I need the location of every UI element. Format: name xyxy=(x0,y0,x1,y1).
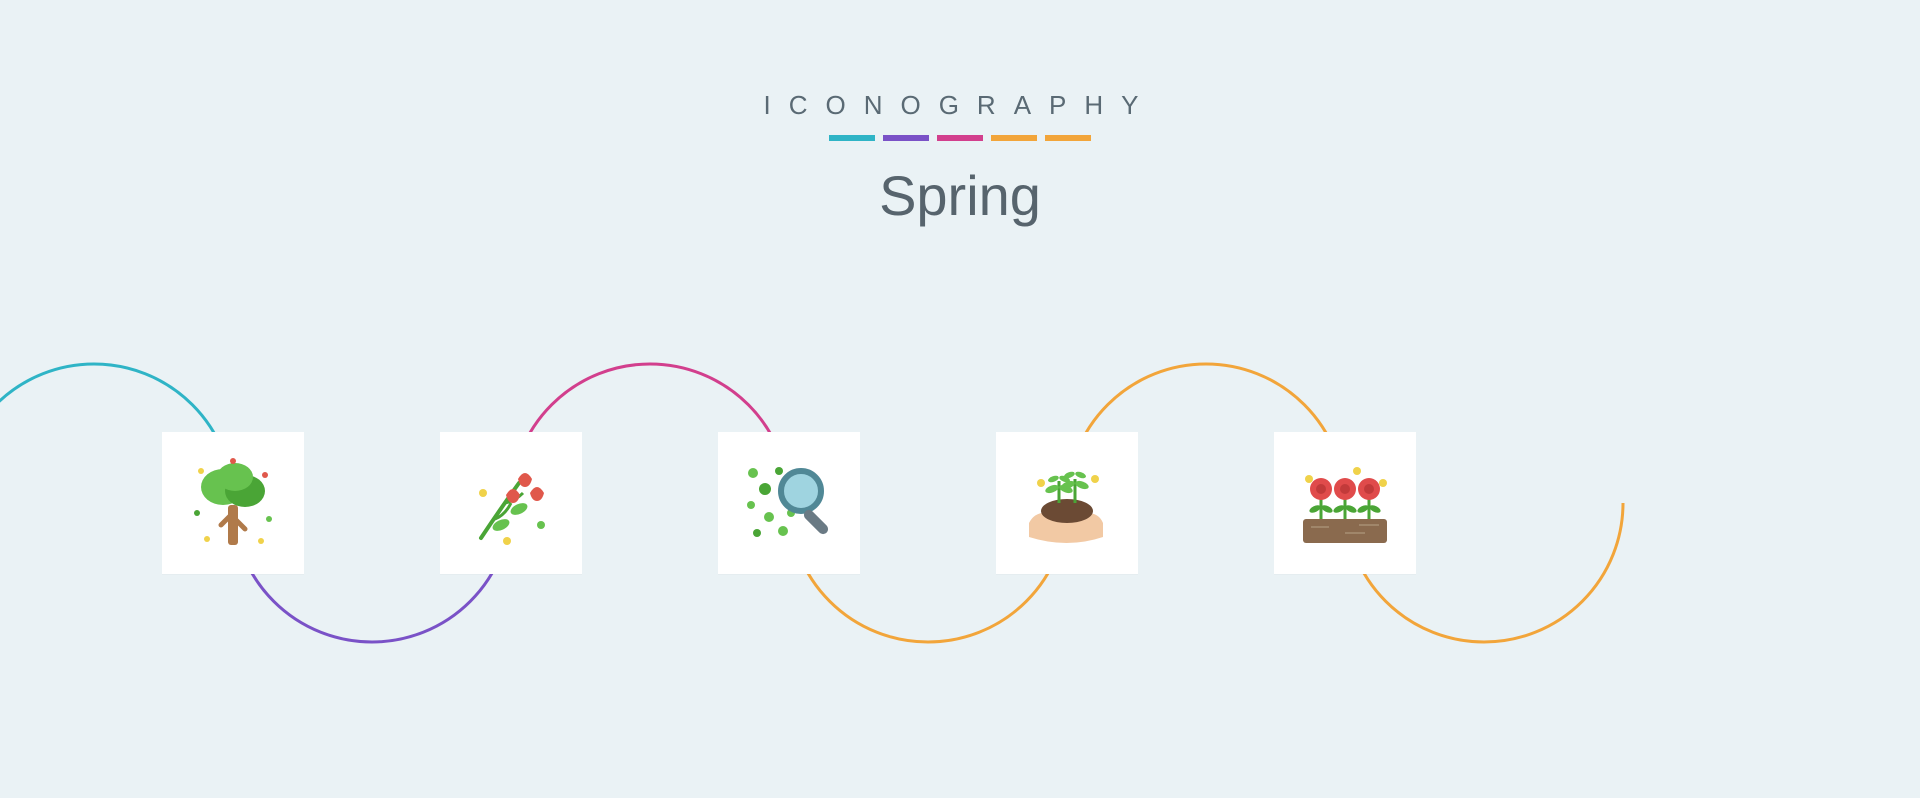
icon-card xyxy=(440,432,582,574)
icon-card xyxy=(1274,432,1416,574)
underline-seg xyxy=(937,135,983,141)
icon-card xyxy=(162,432,304,574)
underline-seg xyxy=(883,135,929,141)
search-dots-icon xyxy=(739,453,839,553)
flower-branch-icon xyxy=(461,453,561,553)
icon-card xyxy=(718,432,860,574)
underline-seg xyxy=(991,135,1037,141)
flowers-ground-icon xyxy=(1295,453,1395,553)
underline-seg xyxy=(829,135,875,141)
page-title: Spring xyxy=(0,163,1920,228)
header: ICONOGRAPHY Spring xyxy=(0,90,1920,228)
underline-seg xyxy=(1045,135,1091,141)
hand-soil-icon xyxy=(1017,453,1117,553)
icon-card xyxy=(996,432,1138,574)
brand-text: ICONOGRAPHY xyxy=(0,90,1920,121)
tree-icon xyxy=(183,453,283,553)
brand-underline xyxy=(0,135,1920,141)
